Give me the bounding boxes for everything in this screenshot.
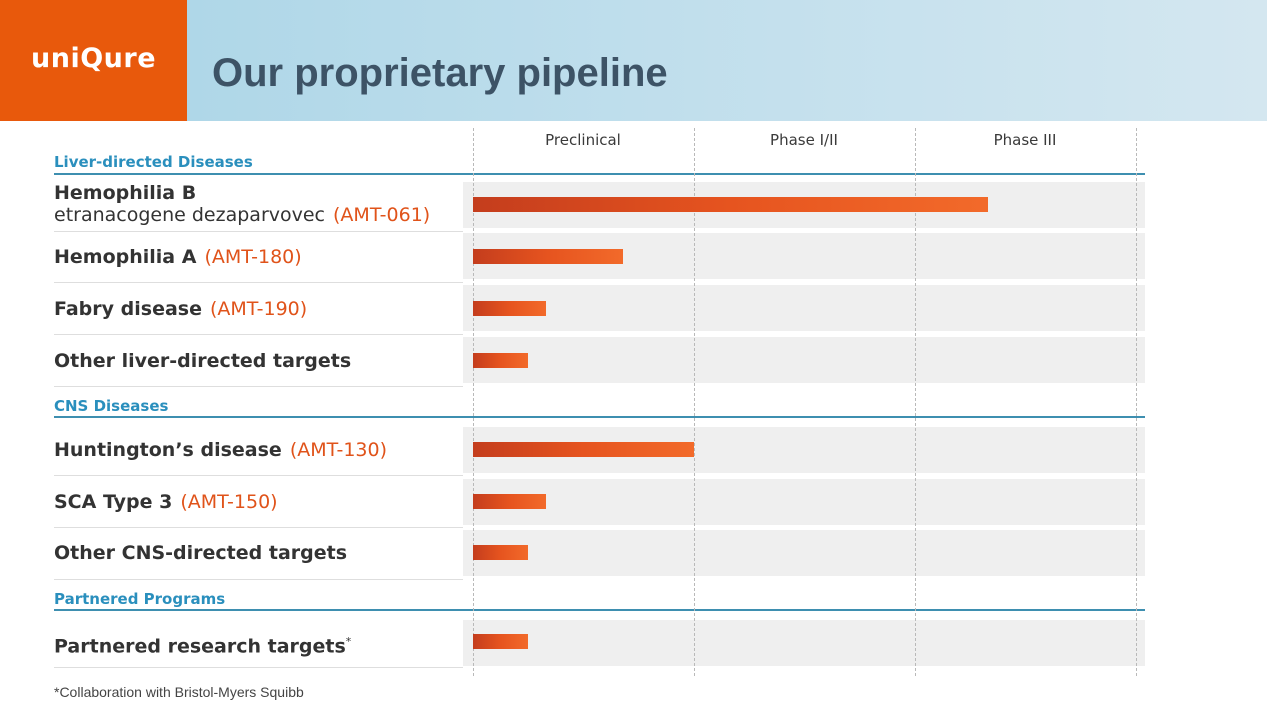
row-label-sca-type-3: SCA Type 3 (AMT-150) <box>54 491 278 513</box>
row-code: (AMT-130) <box>289 439 388 461</box>
row-track <box>463 285 1145 331</box>
row-divider <box>54 231 463 232</box>
footnote: *Collaboration with Bristol-Myers Squibb <box>54 684 304 700</box>
row-label-partnered: Partnered research targets* <box>54 631 351 657</box>
section-line <box>54 609 1145 611</box>
section-label-cns: CNS Diseases <box>54 397 169 415</box>
logo-text: uniQure <box>31 43 156 74</box>
header-banner <box>0 0 1267 121</box>
row-name: Hemophilia B <box>54 182 197 204</box>
bar-other-liver <box>473 353 528 368</box>
bar-fabry <box>473 301 546 316</box>
row-divider <box>54 334 463 335</box>
row-track <box>463 479 1145 525</box>
bar-partnered <box>473 634 528 649</box>
row-label-huntingtons: Huntington’s disease (AMT-130) <box>54 439 387 461</box>
row-name: Other liver-directed targets <box>54 350 352 372</box>
phase-gridline <box>694 128 695 676</box>
phase-gridline <box>1136 128 1137 676</box>
bar-hemophilia-a <box>473 249 623 264</box>
row-name: Fabry disease <box>54 298 202 320</box>
phase-label-preclinical: Preclinical <box>545 131 621 149</box>
page-title: Our proprietary pipeline <box>212 51 668 95</box>
row-track <box>463 620 1145 666</box>
row-name: Partnered research targets <box>54 635 346 658</box>
phase-gridline <box>915 128 916 676</box>
row-code: (AMT-180) <box>204 246 302 268</box>
row-label-fabry: Fabry disease (AMT-190) <box>54 298 307 320</box>
row-code: (AMT-061) <box>333 204 431 226</box>
row-divider <box>54 667 463 668</box>
section-label-partnered: Partnered Programs <box>54 590 226 608</box>
row-label-hemophilia-b: Hemophilia B etranacogene dezaparvovec (A… <box>54 182 430 226</box>
row-divider <box>54 282 463 283</box>
phase-label-phase-3: Phase III <box>993 131 1057 149</box>
phase-gridline <box>473 128 474 676</box>
row-code: (AMT-190) <box>209 298 308 320</box>
bar-other-cns <box>473 545 528 560</box>
row-name: SCA Type 3 <box>54 491 173 513</box>
logo: uniQure <box>0 0 187 121</box>
bar-huntingtons <box>473 442 694 457</box>
row-divider <box>54 527 463 528</box>
footnote-marker: * <box>345 635 352 648</box>
row-divider <box>54 475 463 476</box>
row-name: Other CNS-directed targets <box>54 542 348 564</box>
row-label-other-liver: Other liver-directed targets <box>54 350 351 372</box>
section-line <box>54 173 1145 175</box>
row-divider <box>54 579 463 580</box>
row-track <box>463 530 1145 576</box>
phase-label-phase-1-2: Phase I/II <box>770 131 838 149</box>
row-name: Huntington’s disease <box>54 439 282 461</box>
row-label-hemophilia-a: Hemophilia A (AMT-180) <box>54 246 302 268</box>
section-label-liver: Liver-directed Diseases <box>54 153 253 171</box>
row-subname: etranacogene dezaparvovec <box>54 204 326 226</box>
section-line <box>54 416 1145 418</box>
row-name: Hemophilia A <box>54 246 197 268</box>
row-divider <box>54 386 463 387</box>
row-label-other-cns: Other CNS-directed targets <box>54 542 347 564</box>
row-track <box>463 337 1145 383</box>
bar-sca-type-3 <box>473 494 546 509</box>
row-code: (AMT-150) <box>180 491 278 513</box>
bar-hemophilia-b <box>473 197 988 212</box>
